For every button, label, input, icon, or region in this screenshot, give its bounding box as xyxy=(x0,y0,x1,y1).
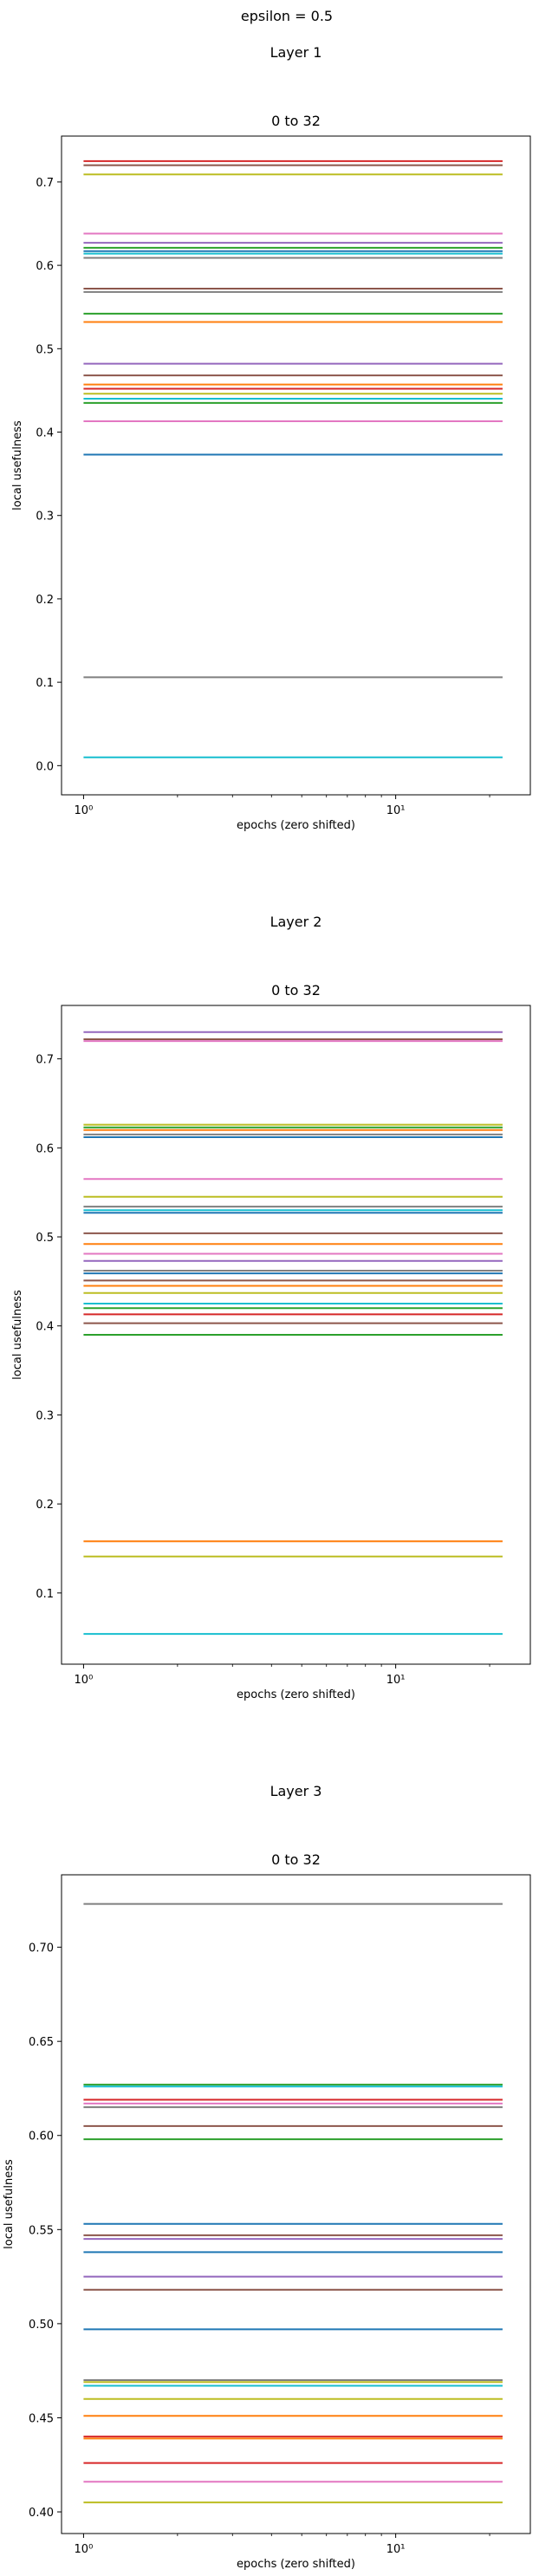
y-tick-label: 0.45 xyxy=(29,2412,54,2425)
panel-title: Layer 1 xyxy=(270,44,322,61)
y-tick-label: 0.50 xyxy=(29,2319,54,2332)
y-axis-label: local usefulness xyxy=(3,2159,16,2249)
axes-frame xyxy=(61,1874,531,2534)
y-tick-label: 0.40 xyxy=(29,2507,54,2520)
y-tick-label: 0.7 xyxy=(36,1054,54,1067)
axes-frame xyxy=(61,1005,531,1665)
axes-title: 0 to 32 xyxy=(271,1851,321,1868)
y-tick-label: 0.4 xyxy=(36,427,54,440)
x-tick-label: 10⁰ xyxy=(75,1674,94,1687)
y-axis-label: local usefulness xyxy=(11,1290,24,1380)
chart-panels: Layer 1 0 to 32 0.0 0.1 0.2 0.3 0.4 0.5 0.6 0.7 10… xyxy=(3,44,531,2571)
y-tick-label: 0.2 xyxy=(36,594,54,607)
y-tick-label: 0.4 xyxy=(36,1321,54,1334)
axes-frame xyxy=(61,135,531,796)
chart-panel-3: Layer 3 0 to 32 0.40 0.45 0.50 0.55 0.60 0.65 0.… xyxy=(3,1783,531,2571)
x-axis-label: epochs (zero shifted) xyxy=(237,819,355,832)
y-tick-label: 0.6 xyxy=(36,1142,54,1155)
x-tick-label: 10⁰ xyxy=(75,804,94,817)
y-tick-label: 0.0 xyxy=(36,760,54,773)
panel-title: Layer 3 xyxy=(270,1783,322,1799)
chart-panel-1: Layer 1 0 to 32 0.0 0.1 0.2 0.3 0.4 0.5 0.6 0.7 10… xyxy=(11,44,531,832)
series-group xyxy=(83,1903,503,2504)
chart-panel-2: Layer 2 0 to 32 0.1 0.2 0.3 0.4 0.5 0.6 0.7 10⁰ 10… xyxy=(11,914,531,1701)
y-tick-label: 0.3 xyxy=(36,1409,54,1422)
x-axis-label: epochs (zero shifted) xyxy=(237,1688,355,1701)
panel-title: Layer 2 xyxy=(270,914,322,930)
y-tick-label: 0.55 xyxy=(29,2224,54,2237)
series-group xyxy=(83,1031,503,1636)
x-tick-label: 10⁰ xyxy=(75,2543,94,2556)
y-tick-label: 0.60 xyxy=(29,2130,54,2143)
y-tick-label: 0.70 xyxy=(29,1942,54,1955)
x-tick-label: 10¹ xyxy=(386,1674,406,1687)
y-tick-label: 0.5 xyxy=(36,343,54,356)
y-tick-label: 0.3 xyxy=(36,511,54,524)
series-group xyxy=(83,159,503,758)
axes-title: 0 to 32 xyxy=(271,982,321,999)
y-tick-label: 0.5 xyxy=(36,1232,54,1245)
y-axis-label: local usefulness xyxy=(11,420,24,511)
x-axis-label: epochs (zero shifted) xyxy=(237,2558,355,2571)
y-tick-label: 0.1 xyxy=(36,677,54,690)
figure-suptitle: epsilon = 0.5 xyxy=(241,8,333,24)
x-tick-label: 10¹ xyxy=(386,2543,406,2556)
axes-title: 0 to 32 xyxy=(271,113,321,129)
x-tick-label: 10¹ xyxy=(386,804,406,817)
y-tick-label: 0.1 xyxy=(36,1588,54,1601)
y-tick-label: 0.7 xyxy=(36,177,54,190)
y-tick-label: 0.6 xyxy=(36,260,54,273)
y-tick-label: 0.2 xyxy=(36,1499,54,1512)
y-tick-label: 0.65 xyxy=(29,2036,54,2049)
